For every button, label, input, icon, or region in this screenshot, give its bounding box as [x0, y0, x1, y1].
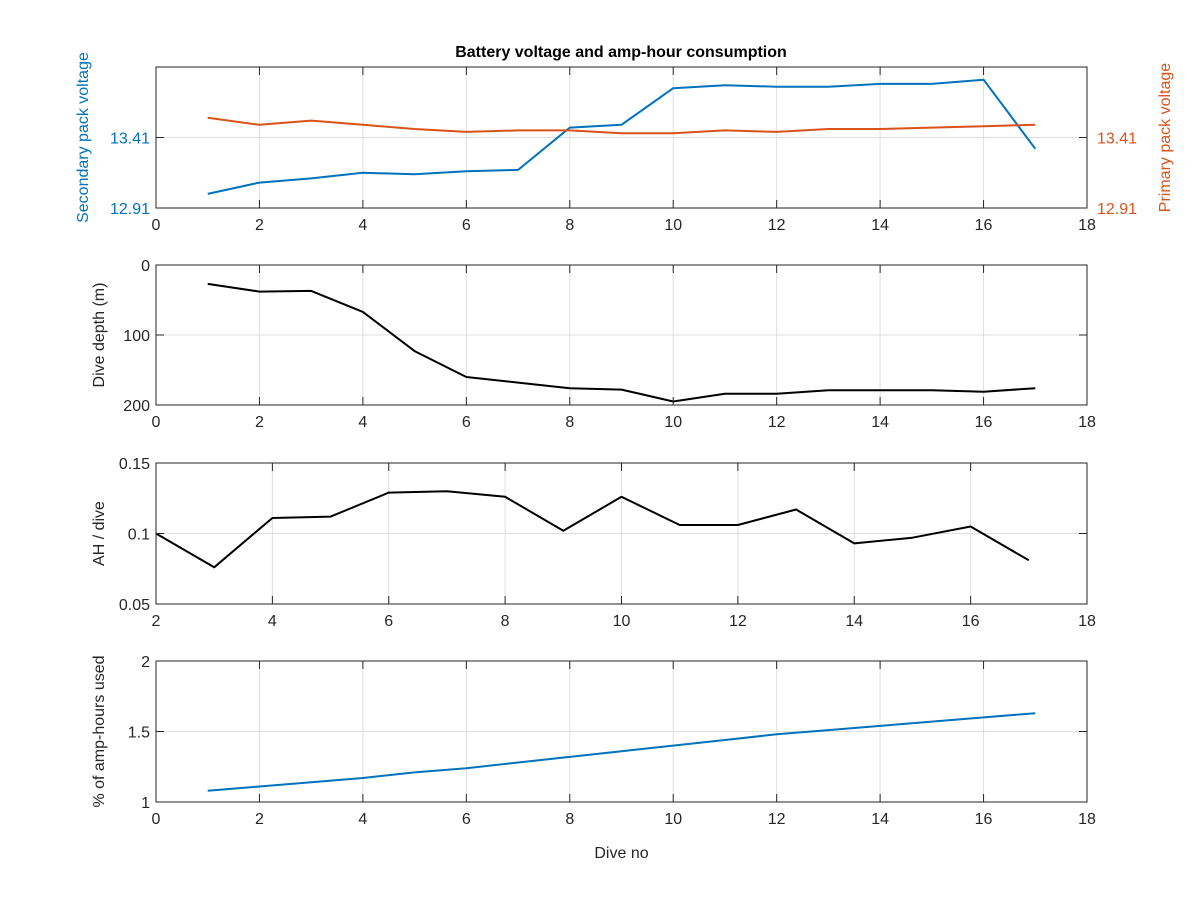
y-tick-label: 0.05: [119, 597, 150, 614]
y-tick-label: 1: [141, 795, 150, 812]
x-tick-label: 14: [845, 613, 863, 630]
series-line-2: [207, 116, 1036, 135]
x-tick-label: 6: [462, 414, 471, 431]
y-axis-label: Secondary pack voltage: [75, 52, 92, 223]
y-tick-label: 13.41: [110, 131, 150, 148]
x-tick-label: 12: [768, 811, 786, 828]
x-tick-label: 6: [384, 613, 393, 630]
x-tick-label: 8: [565, 811, 574, 828]
x-tick-label: 14: [871, 811, 889, 828]
y-tick-label: 200: [123, 398, 150, 415]
x-tick-label: 0: [152, 811, 161, 828]
x-tick-label: 2: [255, 811, 264, 828]
x-tick-label: 6: [462, 811, 471, 828]
x-tick-label: 12: [729, 613, 747, 630]
x-tick-label: 0: [152, 217, 161, 234]
x-tick-label: 14: [871, 217, 889, 234]
panel-3: 2 4 6 8 10 12 14 16 18 0.05 0.1 0.15 AH / dive: [91, 456, 1096, 630]
x-tick-label: 16: [975, 217, 993, 234]
y-right-tick-label: 13.41: [1097, 131, 1137, 148]
x-tick-label: 16: [975, 414, 993, 431]
panel-2: 0 2 4 6 8 10 12 14 16 18 0 100 200 Dive depth (m): [91, 258, 1096, 431]
x-tick-label: 8: [565, 414, 574, 431]
x-tick-label: 10: [664, 414, 682, 431]
y-axis-label-right: Primary pack voltage: [1157, 63, 1174, 212]
panel-4: 0 2 4 6 8 10 12 14 16 18 1 1.5 2 % of amp-hours used D…: [91, 654, 1096, 862]
x-tick-label: 6: [462, 217, 471, 234]
y-axis-label: Dive depth (m): [91, 283, 108, 388]
series-line-1: [155, 490, 1030, 569]
x-tick-label: 4: [358, 217, 367, 234]
y-tick-label: 0.1: [128, 527, 150, 544]
y-tick-label: 12.91: [110, 201, 150, 218]
x-tick-label: 10: [613, 613, 631, 630]
x-tick-label: 4: [358, 811, 367, 828]
y-tick-label: 1.5: [128, 725, 150, 742]
x-tick-label: 2: [255, 414, 264, 431]
x-tick-label: 12: [768, 414, 786, 431]
x-tick-label: 18: [1078, 613, 1096, 630]
x-tick-label: 8: [501, 613, 510, 630]
chart-panels: 0 2 4 6 8 10 12 14 16 1812.9113.4112.9113.41Secon…: [75, 52, 1174, 862]
x-tick-label: 14: [871, 414, 889, 431]
x-tick-label: 16: [975, 811, 993, 828]
x-tick-label: 8: [565, 217, 574, 234]
x-tick-label: 4: [268, 613, 277, 630]
x-tick-label: 4: [358, 414, 367, 431]
chart-title: Battery voltage and amp-hour consumption: [455, 44, 787, 61]
y-tick-label: 100: [123, 328, 150, 345]
series-line-1: [207, 78, 1037, 195]
x-tick-label: 12: [768, 217, 786, 234]
x-tick-label: 10: [664, 811, 682, 828]
x-tick-label: 18: [1078, 414, 1096, 431]
y-axis-label: AH / dive: [91, 501, 108, 566]
x-tick-label: 18: [1078, 217, 1096, 234]
series-line-1: [207, 282, 1036, 403]
x-tick-label: 18: [1078, 811, 1096, 828]
y-right-tick-label: 12.91: [1097, 201, 1137, 218]
x-tick-label: 2: [255, 217, 264, 234]
y-axis-label: % of amp-hours used: [91, 655, 108, 807]
x-tick-label: 2: [152, 613, 161, 630]
y-tick-label: 2: [141, 654, 150, 671]
x-tick-label: 16: [962, 613, 980, 630]
x-tick-label: 0: [152, 414, 161, 431]
series-line-1: [207, 712, 1036, 792]
y-tick-label: 0: [141, 258, 150, 275]
panel-1: 0 2 4 6 8 10 12 14 16 1812.9113.4112.9113.41Secon…: [75, 52, 1174, 234]
y-tick-label: 0.15: [119, 456, 150, 473]
x-axis-label: Dive no: [594, 845, 648, 862]
x-tick-label: 10: [664, 217, 682, 234]
